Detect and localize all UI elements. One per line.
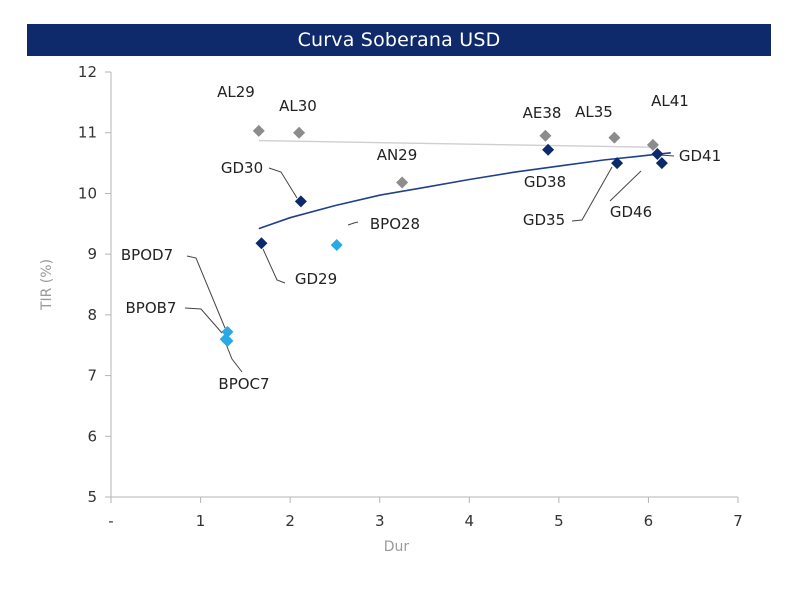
y-tick-label: 9 <box>87 245 97 263</box>
y-tick-label: 7 <box>87 367 97 385</box>
point-gd29 <box>255 237 268 250</box>
x-tick-label: 5 <box>554 512 564 530</box>
point-gd46 <box>655 157 668 170</box>
point-label-al30: AL30 <box>279 97 317 115</box>
point-gd35 <box>611 157 624 170</box>
leader-line-gd41 <box>659 154 675 157</box>
trend-lines <box>258 139 671 230</box>
point-gd38 <box>542 143 555 156</box>
y-tick-label: 10 <box>78 184 97 202</box>
point-label-an29: AN29 <box>377 146 418 164</box>
leader-line-bpoc7 <box>225 343 243 373</box>
x-tick-label: 7 <box>733 512 743 530</box>
point-gd30 <box>294 195 307 208</box>
point-label-al29: AL29 <box>217 83 255 101</box>
y-tick-label: 8 <box>87 306 97 324</box>
point-label-gd35: GD35 <box>523 211 565 229</box>
x-axis-label: Dur <box>384 539 410 555</box>
leader-line-gd29 <box>262 248 286 284</box>
point-al30 <box>293 126 306 139</box>
x-tick-label: - <box>108 512 113 530</box>
point-label-gd38: GD38 <box>524 173 566 191</box>
leader-line-gd46 <box>609 170 642 202</box>
leader-line-gd30 <box>268 167 298 199</box>
point-label-gd29: GD29 <box>295 270 337 288</box>
point-label-bpob7: BPOB7 <box>126 299 177 317</box>
leader-line-bpob7 <box>184 307 223 334</box>
trend-line-al <box>258 139 658 148</box>
point-ae38 <box>539 129 552 142</box>
point-label-gd41: GD41 <box>679 147 721 165</box>
point-label-bpoc7: BPOC7 <box>218 375 269 393</box>
point-label-al35: AL35 <box>575 103 613 121</box>
x-tick-label: 6 <box>644 512 654 530</box>
leader-line-bpod7 <box>186 255 226 329</box>
point-label-bpo28: BPO28 <box>370 215 420 233</box>
point-label-gd30: GD30 <box>221 159 263 177</box>
y-axis-label: TIR (%) <box>39 259 55 311</box>
point-label-ae38: AE38 <box>523 104 562 122</box>
y-tick-label: 6 <box>87 427 97 445</box>
label-leader-lines <box>184 154 675 373</box>
x-tick-label: 4 <box>465 512 475 530</box>
x-tick-label: 2 <box>285 512 295 530</box>
point-gd41 <box>651 147 664 160</box>
point-al29 <box>252 124 265 137</box>
chart-title: Curva Soberana USD <box>27 24 771 56</box>
point-al35 <box>608 131 621 144</box>
point-bpoc7 <box>221 334 234 347</box>
leader-line-gd35 <box>571 166 613 222</box>
point-an29 <box>396 176 409 189</box>
point-label-al41: AL41 <box>651 92 689 110</box>
leader-line-bpo28 <box>347 221 359 226</box>
x-tick-label: 1 <box>196 512 206 530</box>
y-tick-label: 5 <box>87 488 97 506</box>
data-points <box>219 124 668 347</box>
y-tick-label: 11 <box>78 124 97 142</box>
point-label-bpod7: BPOD7 <box>121 246 173 264</box>
trend-line-gd <box>258 152 671 230</box>
point-labels: AL29 AL30 AE38 AL35 AL41 AN29 GD30 GD41 GD38 GD35… <box>121 83 721 393</box>
point-bpo28 <box>330 239 343 252</box>
y-tick-label: 12 <box>78 63 97 81</box>
point-label-gd46: GD46 <box>610 203 652 221</box>
x-tick-label: 3 <box>375 512 385 530</box>
point-al41 <box>646 138 659 151</box>
